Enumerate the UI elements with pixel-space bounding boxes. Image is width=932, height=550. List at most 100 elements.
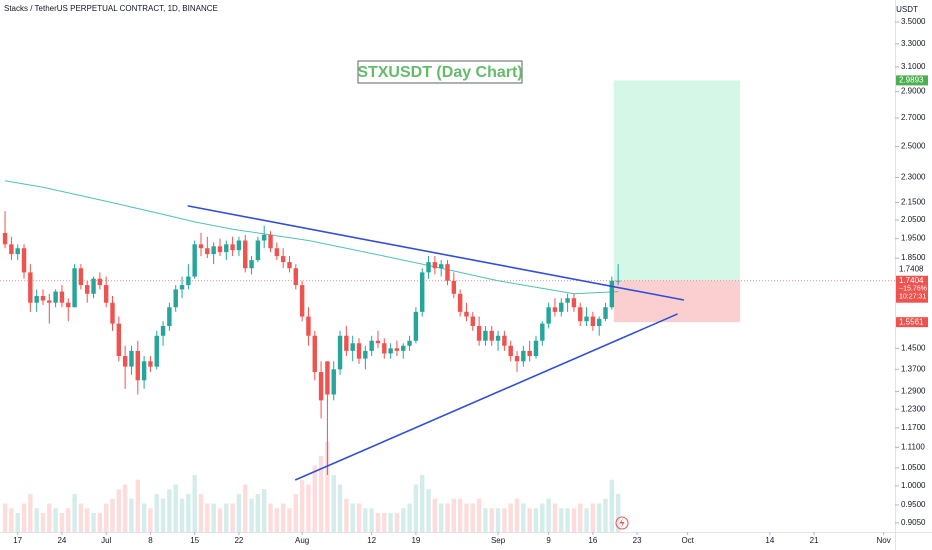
y-tick-label: 1.0500 xyxy=(901,463,926,472)
candle-body xyxy=(312,335,317,373)
candle-body xyxy=(91,278,96,294)
volume-bar xyxy=(521,503,526,532)
volume-bar xyxy=(28,494,33,532)
candle-body xyxy=(571,298,577,308)
volume-bar xyxy=(489,508,494,532)
volume-bar xyxy=(350,503,355,532)
candle-body xyxy=(255,240,261,261)
volume-bar xyxy=(2,503,8,532)
volume-bar xyxy=(413,484,419,532)
candle-body xyxy=(280,256,286,263)
x-tick-label: Oct xyxy=(681,536,694,545)
y-tick-label: 2.1500 xyxy=(901,198,926,207)
candle-body xyxy=(438,264,444,269)
volume-bar xyxy=(78,503,84,532)
candle-body xyxy=(363,350,368,359)
volume-bar xyxy=(559,508,564,532)
candle-body xyxy=(596,318,602,327)
candle-body xyxy=(129,350,134,367)
profit-zone xyxy=(613,80,741,281)
candle-body xyxy=(141,361,147,381)
volume-bar xyxy=(34,508,39,532)
candle-body xyxy=(173,289,178,308)
candle-body xyxy=(72,268,77,308)
annotation: STXUSDT (Day Chart) xyxy=(357,64,522,81)
volume-bar xyxy=(325,441,330,532)
x-tick-label: 15 xyxy=(190,536,199,545)
y-tick-label: 2.9000 xyxy=(901,87,926,96)
volume-bar xyxy=(230,503,235,532)
candle-body xyxy=(306,316,311,336)
candle-body xyxy=(47,300,52,303)
candle-body xyxy=(274,248,280,257)
last-price-tag-bg xyxy=(896,275,928,303)
candle-body xyxy=(192,244,197,277)
candle-body xyxy=(331,369,336,395)
volume-bar xyxy=(72,494,77,532)
candle-body xyxy=(495,335,501,341)
volume-bar xyxy=(173,484,178,532)
candle-body xyxy=(559,302,564,312)
candle-body xyxy=(603,307,608,319)
candle-body xyxy=(40,296,46,301)
candle-body xyxy=(578,307,583,322)
candle-body xyxy=(15,248,20,255)
candle-body xyxy=(382,343,387,354)
volume-bar xyxy=(306,484,311,532)
candle-body xyxy=(293,268,299,286)
volume-bar xyxy=(261,489,267,532)
volume-bar xyxy=(91,513,96,532)
volume-bar xyxy=(66,508,71,532)
volume-bar xyxy=(243,484,248,532)
candle-body xyxy=(584,316,589,322)
replay-icon[interactable] xyxy=(615,516,629,530)
candle-body xyxy=(110,302,115,324)
candle-body xyxy=(211,246,216,255)
volume-bar xyxy=(116,489,122,532)
volume-bar xyxy=(445,503,450,532)
volume-bar xyxy=(457,498,463,532)
moving-average xyxy=(4,180,619,295)
candle-body xyxy=(502,335,507,346)
y-tick-label: 1.8500 xyxy=(901,253,926,262)
candle-body xyxy=(489,330,494,341)
y-tick-label: 1.4500 xyxy=(901,343,926,352)
volume-bar xyxy=(154,494,159,532)
candle-body xyxy=(407,340,412,346)
volume-bar xyxy=(59,513,65,532)
candle-body xyxy=(413,311,419,341)
volume-bar xyxy=(198,494,204,532)
volume-bar xyxy=(609,479,615,532)
candle-body xyxy=(85,285,90,294)
volume-bar xyxy=(363,508,368,532)
candle-body xyxy=(375,340,381,344)
x-tick-label: 14 xyxy=(765,536,774,545)
candle-body xyxy=(205,248,210,255)
candle-body xyxy=(514,356,520,362)
volume-bar xyxy=(53,508,58,532)
volume-bar xyxy=(369,508,374,532)
candle-body xyxy=(401,345,406,351)
x-tick-label: 8 xyxy=(148,536,153,545)
candle-body xyxy=(268,234,273,249)
chart-title: Stacks / TetherUS PERPETUAL CONTRACT, 1D… xyxy=(4,4,218,13)
target-tag-bg xyxy=(896,75,928,86)
y-tick-label: 1.0000 xyxy=(901,481,926,490)
countdown-tag: 10:27:31 xyxy=(899,294,926,301)
volume-bar xyxy=(141,503,147,532)
volume-bar xyxy=(464,503,469,532)
candle-body xyxy=(470,316,475,327)
volume-bar xyxy=(502,508,507,532)
volume-bar xyxy=(179,498,185,532)
candle-body xyxy=(350,343,355,351)
volume-bar xyxy=(21,503,27,532)
candle-body xyxy=(230,244,235,251)
candle-body xyxy=(9,244,14,255)
loss-zone xyxy=(613,280,741,323)
candle-body xyxy=(28,272,33,303)
x-tick-label: Jul xyxy=(101,536,111,545)
candle-body xyxy=(426,262,431,273)
volume-bar xyxy=(293,494,299,532)
